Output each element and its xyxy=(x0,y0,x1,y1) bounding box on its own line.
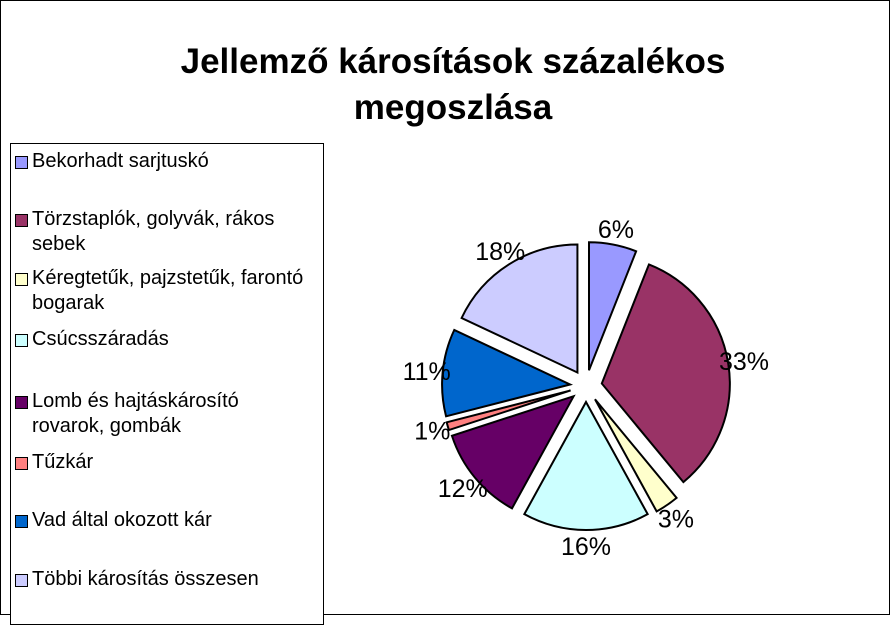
legend-label: Kéregtetűk, pajzstetűk, farontó bogarak xyxy=(32,267,304,314)
legend-label: Csúcsszáradás xyxy=(32,328,169,350)
legend-entry: Lomb és hajtáskárosító rovarok, gombák xyxy=(15,389,315,439)
data-label: 33% xyxy=(719,348,769,376)
legend-label: Többi károsítás összesen xyxy=(32,568,259,590)
legend-swatch xyxy=(15,515,28,528)
pie-slice xyxy=(522,399,650,531)
data-label: 3% xyxy=(658,505,694,533)
pie-slice xyxy=(594,398,678,513)
data-label: 18% xyxy=(475,238,525,266)
legend-swatch xyxy=(15,334,28,347)
pie-slice xyxy=(441,328,574,418)
legend-entry: Törzstaplók, golyvák, rákos sebek xyxy=(15,207,315,257)
legend-entry: Kéregtetűk, pajzstetűk, farontó bogarak xyxy=(15,266,315,316)
legend-entry: Bekorhadt sarjtuskó xyxy=(15,149,315,174)
legend-swatch xyxy=(15,156,28,169)
legend-swatch xyxy=(15,273,28,286)
legend-label: Lomb és hajtáskárosító rovarok, gombák xyxy=(32,390,239,437)
data-label: 12% xyxy=(438,475,488,503)
pie-slice xyxy=(600,263,731,484)
data-label: 16% xyxy=(561,533,611,561)
legend-swatch xyxy=(15,214,28,227)
legend-entry: Többi károsítás összesen xyxy=(15,567,315,592)
pie-slice xyxy=(450,394,576,510)
pie-slice xyxy=(587,241,638,371)
legend-label: Bekorhadt sarjtuskó xyxy=(32,150,209,172)
legend-label: Vad által okozott kár xyxy=(32,509,212,531)
legend-label: Törzstaplók, golyvák, rákos sebek xyxy=(32,208,275,255)
legend: Bekorhadt sarjtuskó Törzstaplók, golyvák,… xyxy=(10,143,324,625)
data-label: 1% xyxy=(414,418,450,446)
pie-area: 6% 33% 3% 16% 12% 1% 11% 18% xyxy=(403,216,769,561)
legend-swatch xyxy=(15,396,28,409)
legend-entry: Tűzkár xyxy=(15,450,315,475)
pie-slice xyxy=(460,243,579,375)
data-label: 6% xyxy=(598,216,634,244)
data-label: 11% xyxy=(403,358,451,386)
legend-swatch xyxy=(15,574,28,587)
legend-swatch xyxy=(15,457,28,470)
chart-title: Jellemző károsítások százalékos megoszlá… xyxy=(180,42,726,127)
legend-entry: Vad által okozott kár xyxy=(15,508,315,533)
legend-entry: Csúcsszáradás xyxy=(15,327,315,352)
legend-label: Tűzkár xyxy=(32,451,94,473)
pie-slice xyxy=(445,389,571,432)
